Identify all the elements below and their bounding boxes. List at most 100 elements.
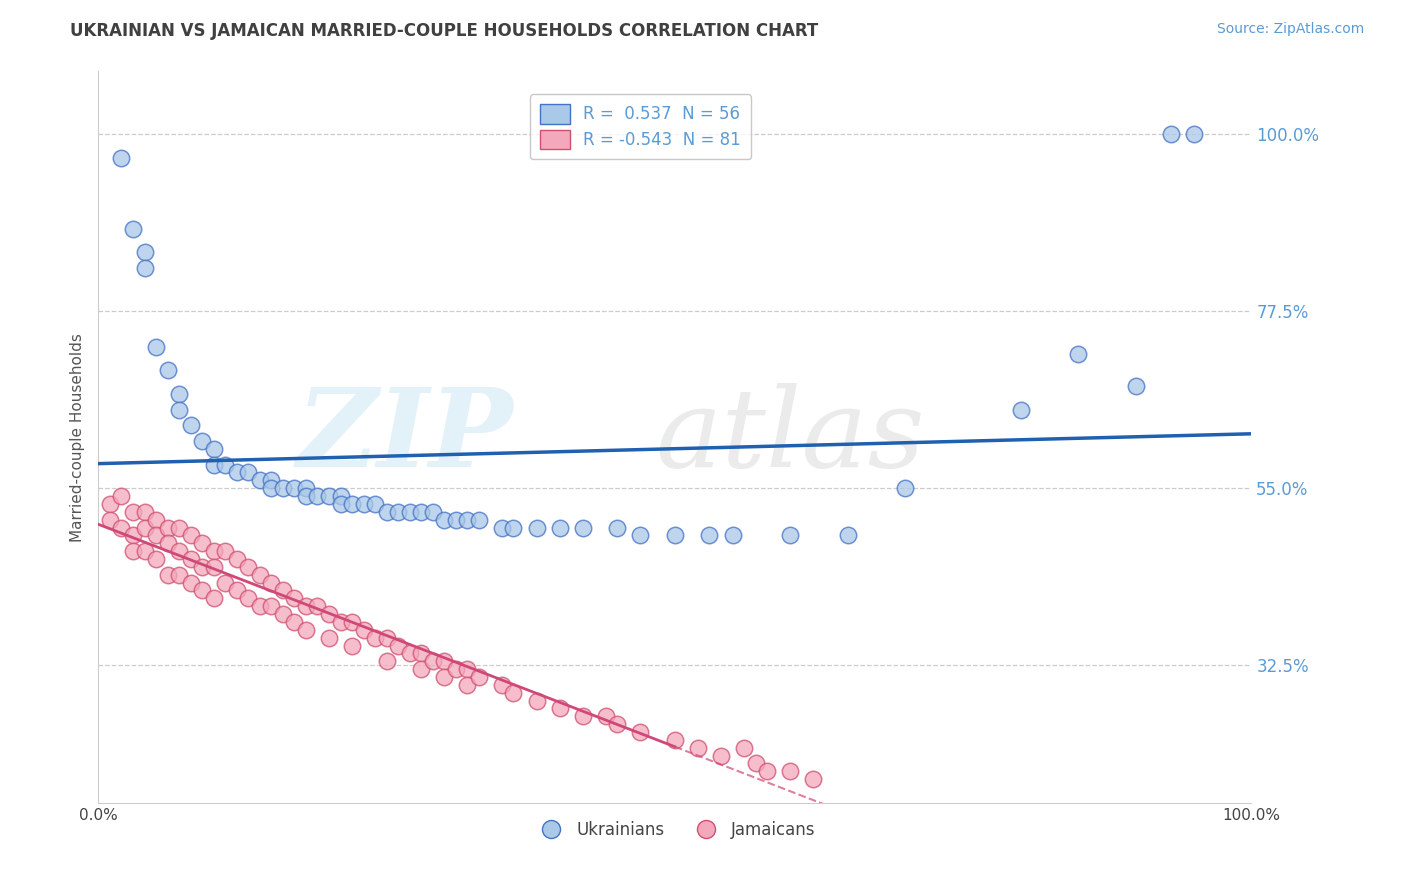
Point bbox=[167, 544, 190, 558]
Point bbox=[238, 466, 260, 480]
Point bbox=[779, 528, 801, 542]
Point bbox=[134, 544, 156, 558]
Point bbox=[571, 520, 593, 534]
Point bbox=[422, 654, 444, 668]
Point bbox=[456, 678, 478, 692]
Point bbox=[329, 615, 352, 629]
Point bbox=[456, 513, 478, 527]
Point bbox=[167, 520, 190, 534]
Point bbox=[110, 489, 132, 503]
Text: atlas: atlas bbox=[655, 384, 925, 491]
Point bbox=[283, 481, 305, 495]
Point bbox=[134, 520, 156, 534]
Point bbox=[686, 740, 709, 755]
Point bbox=[134, 260, 156, 275]
Point bbox=[202, 458, 225, 472]
Point bbox=[444, 662, 467, 676]
Point bbox=[295, 623, 318, 637]
Point bbox=[145, 513, 167, 527]
Point bbox=[260, 481, 283, 495]
Point bbox=[433, 670, 456, 684]
Point bbox=[353, 623, 375, 637]
Text: ZIP: ZIP bbox=[297, 384, 513, 491]
Point bbox=[364, 631, 387, 645]
Legend: Ukrainians, Jamaicans: Ukrainians, Jamaicans bbox=[527, 814, 823, 846]
Point bbox=[225, 466, 247, 480]
Point bbox=[145, 528, 167, 542]
Point bbox=[468, 670, 491, 684]
Point bbox=[202, 559, 225, 574]
Point bbox=[202, 544, 225, 558]
Point bbox=[340, 497, 363, 511]
Text: UKRAINIAN VS JAMAICAN MARRIED-COUPLE HOUSEHOLDS CORRELATION CHART: UKRAINIAN VS JAMAICAN MARRIED-COUPLE HOU… bbox=[70, 22, 818, 40]
Point bbox=[548, 520, 571, 534]
Text: Source: ZipAtlas.com: Source: ZipAtlas.com bbox=[1216, 22, 1364, 37]
Point bbox=[167, 402, 190, 417]
Point bbox=[167, 387, 190, 401]
Point bbox=[122, 528, 145, 542]
Point bbox=[110, 151, 132, 165]
Point bbox=[329, 497, 352, 511]
Point bbox=[837, 528, 859, 542]
Point bbox=[387, 639, 409, 653]
Point bbox=[283, 591, 305, 606]
Point bbox=[422, 505, 444, 519]
Point bbox=[699, 528, 721, 542]
Point bbox=[238, 591, 260, 606]
Point bbox=[249, 567, 271, 582]
Point bbox=[664, 732, 686, 747]
Point bbox=[191, 434, 214, 448]
Point bbox=[398, 505, 420, 519]
Point bbox=[433, 513, 456, 527]
Point bbox=[156, 536, 179, 550]
Point bbox=[180, 575, 202, 590]
Point bbox=[202, 591, 225, 606]
Point bbox=[156, 567, 179, 582]
Point bbox=[295, 599, 318, 614]
Point bbox=[710, 748, 733, 763]
Point bbox=[214, 544, 236, 558]
Point bbox=[779, 764, 801, 779]
Point bbox=[756, 764, 779, 779]
Point bbox=[468, 513, 491, 527]
Point bbox=[122, 505, 145, 519]
Point bbox=[628, 528, 651, 542]
Point bbox=[156, 363, 179, 377]
Point bbox=[526, 693, 548, 707]
Point bbox=[110, 520, 132, 534]
Point bbox=[260, 575, 283, 590]
Point bbox=[156, 520, 179, 534]
Point bbox=[721, 528, 744, 542]
Point bbox=[606, 520, 628, 534]
Point bbox=[894, 481, 917, 495]
Point bbox=[526, 520, 548, 534]
Point bbox=[145, 340, 167, 354]
Point bbox=[307, 599, 329, 614]
Point bbox=[628, 725, 651, 739]
Point bbox=[318, 607, 340, 621]
Point bbox=[502, 686, 524, 700]
Point bbox=[295, 481, 318, 495]
Point bbox=[329, 489, 352, 503]
Point bbox=[191, 536, 214, 550]
Point bbox=[307, 489, 329, 503]
Point bbox=[295, 489, 318, 503]
Point bbox=[271, 607, 294, 621]
Point bbox=[98, 497, 121, 511]
Point bbox=[225, 583, 247, 598]
Point bbox=[249, 599, 271, 614]
Point bbox=[238, 559, 260, 574]
Point bbox=[260, 599, 283, 614]
Point bbox=[340, 615, 363, 629]
Point bbox=[214, 575, 236, 590]
Point bbox=[375, 505, 398, 519]
Point bbox=[260, 473, 283, 487]
Point bbox=[122, 221, 145, 235]
Point bbox=[283, 615, 305, 629]
Point bbox=[801, 772, 824, 787]
Point bbox=[180, 552, 202, 566]
Point bbox=[375, 631, 398, 645]
Point bbox=[1160, 128, 1182, 142]
Point bbox=[225, 552, 247, 566]
Point bbox=[214, 458, 236, 472]
